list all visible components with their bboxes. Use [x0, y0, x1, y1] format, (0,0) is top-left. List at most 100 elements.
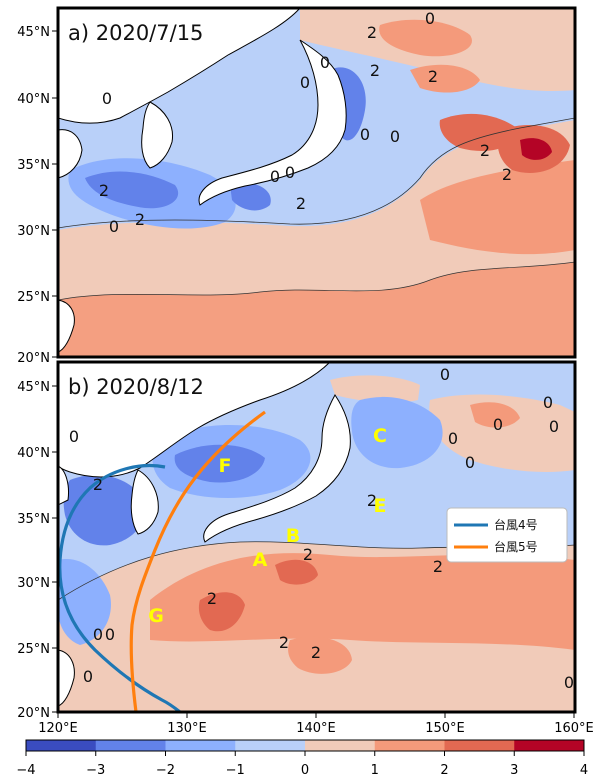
- panel-b-point-labels: AB C E F G: [148, 425, 387, 627]
- point-label-g: G: [148, 605, 164, 627]
- panel-b-land-taiwan: [58, 649, 75, 707]
- panel-a-east-warm: [420, 160, 575, 255]
- colorbar-segment: [26, 740, 97, 751]
- panel-b-map: [58, 362, 575, 712]
- colorbar-tick-label: 3: [510, 763, 518, 778]
- panel-a-contour-label: 2: [99, 181, 109, 200]
- colorbar-segment: [444, 740, 515, 751]
- panel-a-lat-tick-label: 40°N: [17, 92, 50, 107]
- colorbar-segment: [374, 740, 445, 751]
- panel-a-land-taiwan: [58, 299, 75, 353]
- colorbar-segments: [26, 740, 585, 751]
- panel-b-hot-1: [198, 592, 245, 632]
- panel-a-contour-label: 2: [367, 23, 377, 42]
- panel-b-contour-label: 0: [105, 625, 115, 644]
- panel-b-contour-label: 2: [93, 475, 103, 494]
- panel-b-lat-tick-label: 45°N: [17, 380, 50, 395]
- panel-a-frame: [56, 6, 577, 359]
- panel-b-lat-tick-label: 40°N: [17, 446, 50, 461]
- panel-a-contour-label: 0: [102, 89, 112, 108]
- panel-a-lat-tick-label: 30°N: [17, 224, 50, 239]
- panel-b-hot-2: [275, 559, 318, 585]
- legend-label-typhoon-4: 台風4号: [494, 517, 538, 532]
- lon-tick-label: 150°E: [425, 721, 465, 736]
- panel-b-contour-label: 0: [83, 667, 93, 686]
- panel-b-contour-label: 2: [311, 643, 321, 662]
- panel-a-lat-tick-label: 20°N: [17, 351, 50, 366]
- panel-b-warm-patch: [288, 636, 352, 674]
- colorbar-segment: [235, 740, 306, 751]
- panel-a-contour-label: 2: [370, 61, 380, 80]
- point-label-e: E: [374, 495, 387, 517]
- panel-a-contour-label: 2: [428, 67, 438, 86]
- point-label-b: B: [286, 525, 300, 547]
- panel-b-lat-tick-label: 20°N: [17, 706, 50, 721]
- panel-a-patch-1: [379, 19, 472, 57]
- panel-b-lat-ticks: 45°N 40°N 35°N 30°N 25°N 20°N: [17, 380, 58, 721]
- panel-a-cold-2: [85, 171, 179, 209]
- panel-a-title: a) 2020/7/15: [68, 21, 203, 45]
- panel-a-lat-tick-label: 25°N: [17, 290, 50, 305]
- panel-b-warm-band: [150, 553, 575, 650]
- panel-a-contour-two: [58, 261, 575, 301]
- panel-b-contour-label: 0: [69, 427, 79, 446]
- panel-b-contour-label: 0: [549, 417, 559, 436]
- panel-a-hot-core: [520, 138, 552, 160]
- panel-a-cold-3: [230, 182, 271, 211]
- point-label-f: F: [219, 455, 232, 477]
- colorbar-segment: [514, 740, 585, 751]
- point-label-c: C: [373, 425, 387, 447]
- panel-a-land-japan: [198, 39, 347, 206]
- panel-b-contour-label: 0: [493, 415, 503, 434]
- panel-a-contour-label: 0: [300, 73, 310, 92]
- panel-b-lat-tick-label: 30°N: [17, 576, 50, 591]
- colorbar-tick-label: 0: [301, 763, 309, 778]
- panel-b-contour-label: 2: [367, 491, 377, 510]
- panel-b-contour-label: 0: [465, 453, 475, 472]
- panel-a-contour-label: 2: [135, 210, 145, 229]
- colorbar-tick-label: 1: [371, 763, 379, 778]
- panel-b-contour-label: 0: [448, 429, 458, 448]
- colorbar-segment: [95, 740, 166, 751]
- colorbar-tick-label: 2: [440, 763, 448, 778]
- panel-a-contour-label: 2: [296, 194, 306, 213]
- colorbar-segment: [305, 740, 376, 751]
- panel-a-land-china: [58, 129, 83, 179]
- panel-a-map: [58, 8, 575, 357]
- colorbar-tick-label: −4: [16, 763, 35, 778]
- colorbar-segment: [165, 740, 236, 751]
- panel-b-land-korea: [130, 469, 159, 535]
- panel-a-contour-zero: [58, 117, 575, 229]
- panel-a-land-korea: [141, 101, 174, 169]
- colorbar-tick-label: −2: [156, 763, 175, 778]
- panel-b-cold-4: [351, 396, 443, 469]
- panel-b-ne-warm: [429, 394, 575, 472]
- panel-b-title: b) 2020/8/12: [68, 375, 204, 399]
- legend-label-typhoon-5: 台風5号: [494, 539, 538, 554]
- panel-a-title-bg: [64, 16, 236, 46]
- panel-b-contour-label: 0: [93, 625, 103, 644]
- panel-b-title-bg: [64, 370, 242, 400]
- panel-b-contour-label: 2: [279, 633, 289, 652]
- panel-a-patch-2: [410, 64, 480, 93]
- colorbar-tick-label: 4: [580, 763, 588, 778]
- panel-a-contour-label: 2: [502, 165, 512, 184]
- typhoon-4-track: [58, 463, 181, 712]
- lon-tick-label: 140°E: [296, 721, 336, 736]
- panel-a-contour-label: 0: [320, 53, 330, 72]
- panel-b-contour-label: 0: [564, 673, 574, 692]
- panel-b-n-warm: [330, 375, 420, 403]
- lon-tick-label: 160°E: [554, 721, 594, 736]
- panel-b-lat-tick-label: 35°N: [17, 512, 50, 527]
- panel-a-lat-tick-label: 35°N: [17, 158, 50, 173]
- panel-b-land-china: [58, 465, 69, 506]
- panel-b-contour-label: 2: [433, 557, 443, 576]
- longitude-ticks: 120°E 130°E 140°E 150°E 160°E: [38, 712, 594, 736]
- colorbar-ticks: −4 −3 −2 −1 0 1 2 3 4: [16, 751, 588, 778]
- panel-a-contour-label: 2: [480, 141, 490, 160]
- panel-b-contour-label: 0: [543, 393, 553, 412]
- colorbar-tick-label: −3: [86, 763, 105, 778]
